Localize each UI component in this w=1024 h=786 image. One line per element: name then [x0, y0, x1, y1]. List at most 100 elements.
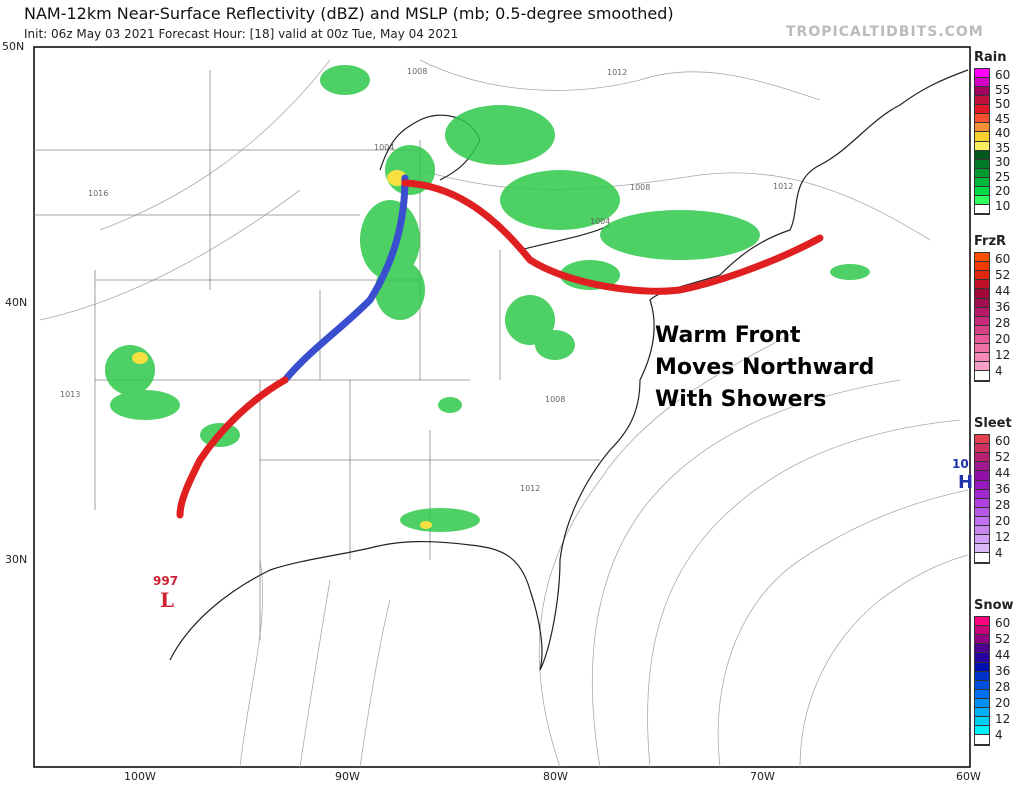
- isobar-label: 1016: [88, 189, 109, 198]
- legend-label: 28: [995, 679, 1011, 694]
- legend-swatch: [975, 87, 989, 97]
- legend-swatch: [975, 644, 989, 654]
- legend-label: 60: [995, 616, 1011, 630]
- legend-swatch: [975, 114, 989, 124]
- legend-label: 12: [995, 711, 1011, 726]
- legend-swatch: [975, 726, 989, 736]
- isobar-label: 1004: [590, 217, 611, 226]
- legend-swatch: [975, 689, 989, 699]
- isobar-label: 1012: [607, 68, 628, 77]
- legend-title: Snow: [974, 598, 1014, 613]
- legend-swatch: [975, 653, 989, 663]
- low-pressure-value: 997: [153, 574, 179, 588]
- legend-swatch: [975, 78, 989, 88]
- legend-label: 30: [995, 155, 1011, 169]
- legend-swatch: [975, 462, 989, 472]
- legend-swatch: [975, 544, 989, 554]
- legend-label: 36: [995, 299, 1011, 314]
- legend-label: 28: [995, 497, 1011, 512]
- legend-swatch: [975, 371, 989, 381]
- legend-colorbar: [974, 434, 990, 564]
- legend-swatch: [975, 626, 989, 636]
- lon-label: 90W: [335, 770, 360, 783]
- legend-swatch: [975, 498, 989, 508]
- isobar-label: 1008: [407, 67, 428, 76]
- legend-swatch: [975, 307, 989, 317]
- legend-label: 60: [995, 434, 1011, 448]
- legend-swatch: [975, 698, 989, 709]
- legend-label: 40: [995, 126, 1011, 140]
- legend-swatch: [975, 353, 989, 363]
- high-pressure-value: 10: [952, 457, 969, 471]
- legend-label: 28: [995, 315, 1011, 330]
- legend-label: 25: [995, 169, 1011, 184]
- legend-swatch: [975, 453, 989, 463]
- legend-swatch: [975, 186, 989, 196]
- legend-label: 44: [995, 647, 1011, 662]
- state-borders: [34, 70, 600, 640]
- legend-title: Rain: [974, 50, 1007, 65]
- annotation-line: Warm Front: [655, 323, 801, 348]
- lon-label: 100W: [124, 770, 156, 783]
- legend-title: FrzR: [974, 234, 1007, 249]
- legend-label: 36: [995, 663, 1011, 678]
- legend-swatch: [975, 177, 989, 187]
- warm-front-annotation: Warm Front Moves Northward With Showers: [655, 320, 874, 416]
- legend-label: 55: [995, 82, 1011, 97]
- high-pressure-symbol: H: [958, 472, 974, 493]
- isobars: [39, 59, 969, 768]
- legend-label: 35: [995, 140, 1011, 155]
- watermark: TROPICALTIDBITS.COM: [786, 24, 984, 40]
- legend-label: 45: [995, 111, 1011, 126]
- legend-swatch: [975, 325, 989, 335]
- isobar-label: 1012: [773, 182, 794, 191]
- legend-swatch: [975, 507, 989, 517]
- legend-swatch: [975, 123, 989, 133]
- legend-swatch: [975, 708, 989, 718]
- isobar-label: 1008: [545, 395, 566, 404]
- legend-swatch: [975, 280, 989, 290]
- legend-swatch: [975, 253, 989, 263]
- legend-label: 36: [995, 481, 1011, 496]
- legend-label: 60: [995, 252, 1011, 266]
- legend-swatch: [975, 159, 989, 169]
- legend-swatch: [975, 316, 989, 326]
- legend-label: 12: [995, 347, 1011, 362]
- legend-label: 10: [995, 198, 1011, 213]
- lat-label: 40N: [5, 296, 28, 309]
- legend-swatch: [975, 96, 989, 106]
- legend-swatch: [975, 168, 989, 178]
- legend-swatch: [975, 617, 989, 627]
- isobar-label: 1012: [520, 484, 541, 493]
- legend-label: 50: [995, 97, 1011, 111]
- legend-swatch: [975, 535, 989, 545]
- legend-swatch: [975, 735, 989, 745]
- isobar-label: 1013: [60, 390, 81, 399]
- cold-front: [281, 174, 409, 384]
- isobar-label: 1004: [374, 143, 395, 152]
- legend-snow: Snow 60 52 44 36 28 20 12 4: [974, 598, 1014, 746]
- low-pressure-symbol: L: [160, 588, 175, 612]
- legend-swatch: [975, 105, 989, 115]
- legend-swatch: [975, 680, 989, 690]
- legend-swatch: [975, 635, 989, 645]
- legend-swatch: [975, 480, 989, 490]
- legend-swatch: [975, 271, 989, 281]
- legend-label: 52: [995, 631, 1011, 646]
- lon-label: 80W: [543, 770, 568, 783]
- legend-label: 20: [995, 331, 1011, 346]
- legend-label: 4: [995, 363, 1003, 378]
- legend-swatch: [975, 435, 989, 445]
- legend-colorbar: [974, 252, 990, 382]
- legend-swatch: [975, 444, 989, 454]
- legend-swatch: [975, 262, 989, 272]
- legend-swatch: [975, 362, 989, 372]
- legend-swatch: [975, 553, 989, 563]
- legend-label: 44: [995, 283, 1011, 298]
- legend-swatch: [975, 344, 989, 354]
- legend-sleet: Sleet 60 52 44 36 28 20 12 4: [974, 416, 1012, 564]
- legend-label: 52: [995, 267, 1011, 282]
- legend-swatch: [975, 141, 989, 151]
- legend-label: 12: [995, 529, 1011, 544]
